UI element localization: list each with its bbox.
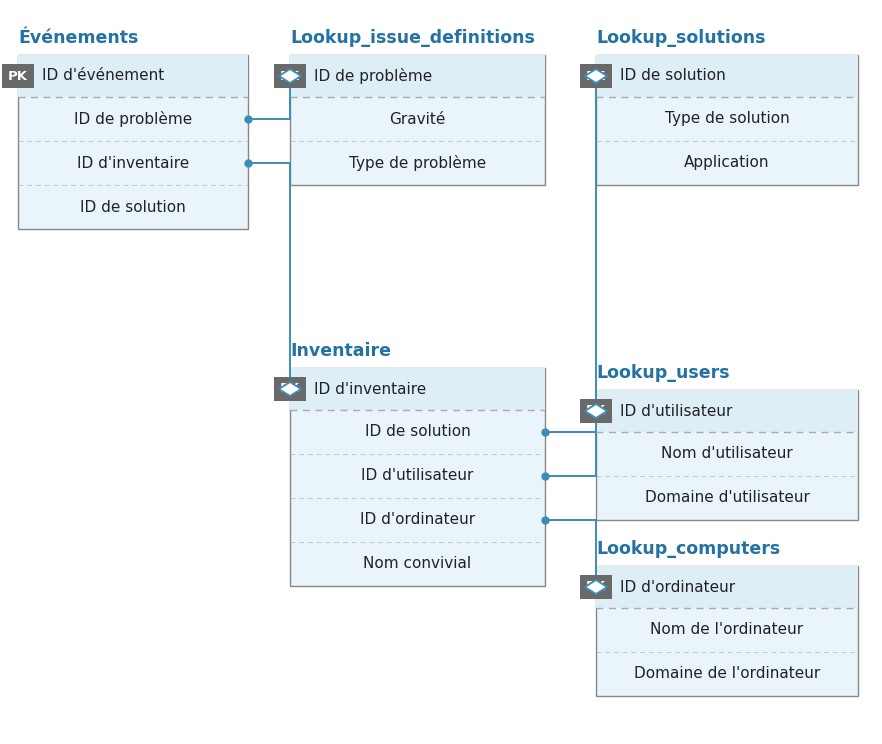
Text: ID de problème: ID de problème — [74, 111, 192, 127]
Text: PK: PK — [280, 382, 300, 396]
FancyBboxPatch shape — [290, 368, 545, 410]
Text: Nom d'utilisateur: Nom d'utilisateur — [662, 446, 793, 461]
FancyBboxPatch shape — [580, 575, 612, 599]
Text: ID de problème: ID de problème — [314, 68, 432, 84]
FancyBboxPatch shape — [290, 55, 545, 97]
Polygon shape — [279, 382, 301, 396]
FancyBboxPatch shape — [2, 64, 34, 88]
FancyBboxPatch shape — [290, 368, 545, 586]
FancyBboxPatch shape — [274, 377, 306, 401]
Text: ID de solution: ID de solution — [364, 425, 470, 440]
FancyBboxPatch shape — [596, 566, 858, 696]
Text: Nom convivial: Nom convivial — [363, 557, 472, 571]
Text: Type de solution: Type de solution — [665, 112, 789, 126]
Text: ID d'inventaire: ID d'inventaire — [77, 155, 189, 170]
Text: Lookup_computers: Lookup_computers — [596, 540, 781, 558]
Text: ID de solution: ID de solution — [80, 199, 186, 214]
Text: PK: PK — [280, 69, 300, 83]
Polygon shape — [585, 580, 607, 594]
Text: PK: PK — [8, 69, 28, 83]
Text: Lookup_solutions: Lookup_solutions — [596, 29, 766, 47]
FancyBboxPatch shape — [290, 55, 545, 185]
FancyBboxPatch shape — [18, 55, 248, 229]
Text: PK: PK — [586, 580, 606, 594]
Text: Nom de l'ordinateur: Nom de l'ordinateur — [650, 623, 804, 638]
Text: Application: Application — [684, 155, 770, 170]
FancyBboxPatch shape — [596, 566, 858, 608]
FancyBboxPatch shape — [596, 55, 858, 97]
Text: PK: PK — [586, 405, 606, 417]
FancyBboxPatch shape — [596, 390, 858, 520]
Text: ID d'utilisateur: ID d'utilisateur — [620, 403, 732, 418]
Text: ID d'inventaire: ID d'inventaire — [314, 382, 426, 397]
Text: Lookup_issue_definitions: Lookup_issue_definitions — [290, 29, 534, 47]
Text: ID d'ordinateur: ID d'ordinateur — [360, 513, 475, 527]
Text: Domaine d'utilisateur: Domaine d'utilisateur — [645, 490, 810, 505]
Polygon shape — [585, 404, 607, 418]
FancyBboxPatch shape — [274, 64, 306, 88]
Text: Inventaire: Inventaire — [290, 342, 391, 360]
Polygon shape — [585, 69, 607, 83]
FancyBboxPatch shape — [18, 55, 248, 97]
FancyBboxPatch shape — [580, 64, 612, 88]
Text: ID d'événement: ID d'événement — [42, 68, 164, 83]
Text: PK: PK — [586, 69, 606, 83]
FancyBboxPatch shape — [580, 399, 612, 423]
Text: ID d'ordinateur: ID d'ordinateur — [620, 580, 735, 594]
Text: Type de problème: Type de problème — [349, 155, 486, 171]
Text: Domaine de l'ordinateur: Domaine de l'ordinateur — [634, 667, 820, 682]
FancyBboxPatch shape — [596, 390, 858, 432]
Text: Événements: Événements — [18, 29, 138, 47]
Text: ID d'utilisateur: ID d'utilisateur — [362, 469, 474, 484]
Text: Gravité: Gravité — [389, 112, 445, 126]
Text: Lookup_users: Lookup_users — [596, 364, 729, 382]
Polygon shape — [279, 69, 301, 83]
FancyBboxPatch shape — [596, 55, 858, 185]
Text: ID de solution: ID de solution — [620, 68, 726, 83]
